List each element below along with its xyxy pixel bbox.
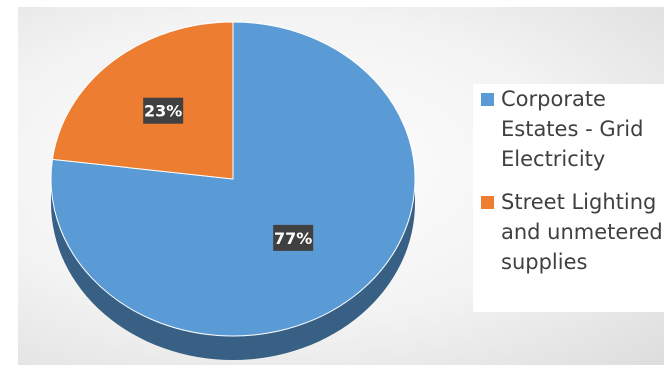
pie-layer: 77% 23% <box>50 21 416 360</box>
chart-area: 77% 23% Corporate Estates - Grid Electric… <box>18 7 668 365</box>
legend-item-corporate-estates: Corporate Estates - Grid Electricity <box>473 84 668 174</box>
legend-swatch <box>481 196 494 209</box>
svg-text:77%: 77% <box>274 229 312 248</box>
pie-slice-0 <box>50 21 416 337</box>
data-label-1: 23% <box>143 97 184 124</box>
legend-swatch <box>481 93 494 106</box>
legend-label: Corporate Estates - Grid Electricity <box>501 87 644 171</box>
pie-slice-1 <box>51 21 234 180</box>
svg-text:23%: 23% <box>144 102 182 121</box>
legend-item-street-lighting: Street Lighting and unmetered supplies <box>473 187 668 277</box>
legend: Corporate Estates - Grid Electricity Str… <box>473 84 668 312</box>
pie-chart: 77% 23% <box>50 21 416 360</box>
legend-label: Street Lighting and unmetered supplies <box>501 190 663 274</box>
data-label-0: 77% <box>273 224 314 251</box>
